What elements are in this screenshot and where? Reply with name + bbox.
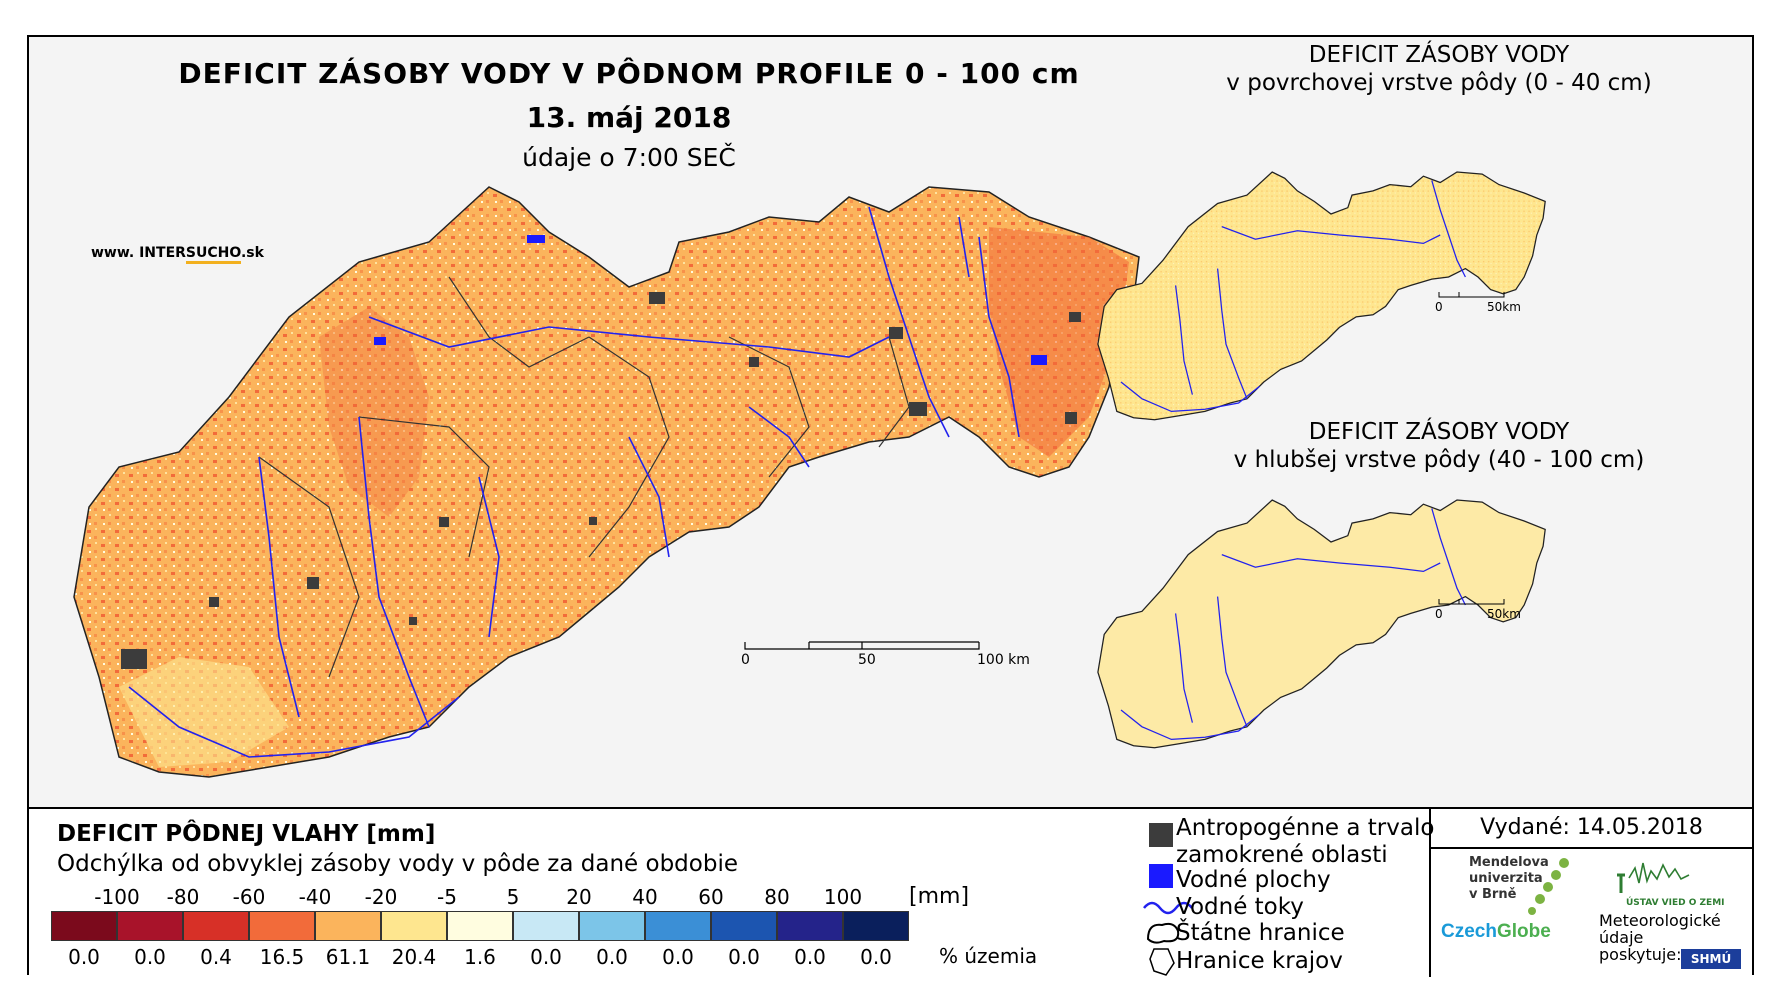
legend-swatch: [249, 911, 315, 941]
legend-swatch: [117, 911, 183, 941]
inset-scale-bar-2: [1438, 599, 1505, 605]
water-area-swatch: [1149, 864, 1173, 888]
legend-pct-value: 0.0: [728, 945, 760, 969]
meteo-provider-text: Meteorologické údaje poskytuje:: [1599, 911, 1721, 964]
legend-pct-value: 16.5: [259, 945, 305, 969]
legend-unit: [mm]: [909, 884, 970, 909]
legend-swatch: [843, 911, 909, 941]
legend-swatch: [51, 911, 117, 941]
state-border-label: Štátne hranice: [1176, 920, 1345, 946]
legend-tick: 100: [823, 885, 863, 909]
legend-swatch: [183, 911, 249, 941]
legend-pct-value: 61.1: [325, 945, 371, 969]
legend-pct-value: 0.0: [68, 945, 100, 969]
water-body: [374, 337, 386, 345]
mendel-logo-text: Mendelova univerzita v Brně: [1469, 855, 1549, 902]
map-date: 13. máj 2018: [526, 101, 732, 134]
main-scale-bar: [744, 641, 980, 650]
ustav-logo-text: ÚSTAV VIED O ZEMI: [1626, 898, 1725, 908]
urban-areas: [121, 292, 1081, 669]
legend-tick: 5: [506, 885, 520, 909]
legend-swatch: [447, 911, 513, 941]
website-link[interactable]: www. INTERSUCHO.sk: [91, 245, 264, 264]
state-border-symbol: [1146, 922, 1180, 944]
czechglobe-logo: CzechGlobe: [1441, 921, 1551, 942]
western-dry-zone: [319, 307, 429, 517]
scale-tick-0: 0: [741, 652, 750, 668]
scale-tick-50: 50: [858, 652, 876, 668]
legend-swatch: [711, 911, 777, 941]
inset2-scale-0: 0: [1435, 607, 1443, 621]
legend-pct-value: 20.4: [391, 945, 437, 969]
legend-panel: DEFICIT PÔDNEJ VLAHY [mm] Odchýlka od ob…: [29, 807, 1752, 977]
legend-swatch: [513, 911, 579, 941]
legend-swatch: [777, 911, 843, 941]
inset-scale-bar-1: [1438, 292, 1505, 298]
legend-pct-value: 0.0: [794, 945, 826, 969]
issued-date: Vydané: 14.05.2018: [1431, 809, 1752, 849]
legend-tick: 40: [632, 885, 658, 909]
inset1-scale-0: 0: [1435, 300, 1443, 314]
map-time: údaje o 7:00 SEČ: [522, 143, 736, 172]
legend-tick: -40: [298, 885, 332, 909]
legend-pct-value: 0.0: [596, 945, 628, 969]
inset1-title: DEFICIT ZÁSOBY VODY v povrchovej vrstve …: [1219, 41, 1659, 97]
legend-pct-value: 0.0: [860, 945, 892, 969]
legend-tick: -20: [364, 885, 398, 909]
legend-pct-label: % územia: [939, 944, 1038, 968]
legend-tick: -5: [437, 885, 457, 909]
map-title: DEFICIT ZÁSOBY VODY V PÔDNOM PROFILE 0 -…: [178, 57, 1080, 90]
legend-swatch: [645, 911, 711, 941]
main-map: 0 50 100 km: [73, 186, 1140, 778]
scale-tick-100: 100 km: [977, 652, 1030, 668]
legend-pct-value: 0.0: [662, 945, 694, 969]
water-area-label: Vodné plochy: [1176, 867, 1331, 893]
legend-tick: -100: [94, 885, 140, 909]
legend-pct-value: 0.0: [134, 945, 166, 969]
anthropogenic-swatch: [1149, 823, 1173, 847]
legend-swatch: [315, 911, 381, 941]
legend-tick: -80: [166, 885, 200, 909]
inset1-title-line2: v povrchovej vrstve pôdy (0 - 40 cm): [1226, 70, 1652, 96]
legend-pct-value: 0.0: [530, 945, 562, 969]
legend-separator: [1429, 809, 1431, 977]
region-border-symbol: [1149, 948, 1175, 976]
inset2-scale-50: 50km: [1487, 607, 1521, 621]
map-frame: DEFICIT ZÁSOBY VODY V PÔDNOM PROFILE 0 -…: [27, 35, 1754, 977]
legend-pct-value: 0.4: [200, 945, 232, 969]
anthropogenic-label: Antropogénne a trvalo zamokrené oblasti: [1176, 815, 1435, 868]
legend-tick: 20: [566, 885, 592, 909]
inset1-title-line1: DEFICIT ZÁSOBY VODY: [1308, 42, 1570, 68]
region-border-label: Hranice krajov: [1176, 948, 1343, 974]
legend-tick: -60: [232, 885, 266, 909]
inset-map-surface: [1097, 171, 1546, 421]
stream-label: Vodné toky: [1176, 894, 1304, 920]
shmu-logo: SHMÚ: [1681, 949, 1741, 969]
legend-swatch: [579, 911, 645, 941]
legend-subtitle: Odchýlka od obvyklej zásoby vody v pôde …: [57, 851, 738, 877]
water-body: [527, 235, 545, 243]
legend-title: DEFICIT PÔDNEJ VLAHY [mm]: [57, 821, 436, 847]
region-borders: [258, 276, 910, 678]
inset2-title-line1: DEFICIT ZÁSOBY VODY: [1308, 419, 1570, 445]
maps-svg: 0 50 100 km 0 50km 0 50km: [73, 171, 1546, 778]
inset1-scale-50: 50km: [1487, 300, 1521, 314]
stream-symbol: [1143, 901, 1193, 915]
water-body: [1031, 355, 1047, 365]
rivers: [128, 206, 1020, 758]
legend-pct-value: 1.6: [464, 945, 496, 969]
inset-map-deep: [1097, 499, 1546, 749]
inset2-title-line2: v hlubšej vrstve pôdy (40 - 100 cm): [1233, 447, 1645, 473]
eastern-dry-zone: [989, 227, 1129, 457]
southwest-light-zone: [119, 657, 289, 767]
legend-tick: 80: [764, 885, 790, 909]
legend-tick: 60: [698, 885, 724, 909]
ustav-logo: [1617, 862, 1690, 893]
inset2-title: DEFICIT ZÁSOBY VODY v hlubšej vrstve pôd…: [1219, 418, 1659, 474]
mendel-logo-dots: [1528, 858, 1569, 915]
legend-swatch: [381, 911, 447, 941]
